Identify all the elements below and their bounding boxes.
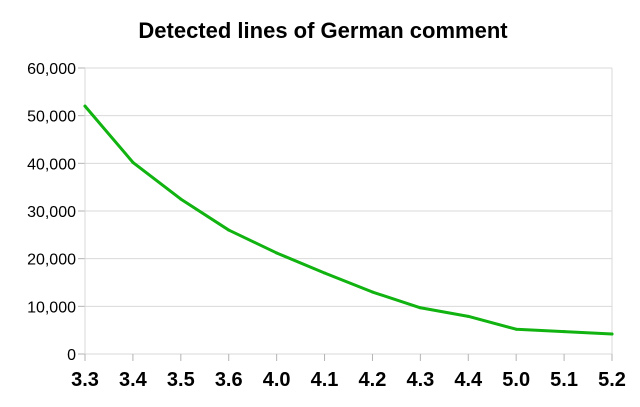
x-tick-label: 4.3 xyxy=(406,369,434,391)
data-point xyxy=(227,228,231,232)
data-point xyxy=(83,104,87,108)
x-tick-label: 5.2 xyxy=(598,369,626,391)
x-tick-label: 4.1 xyxy=(311,369,339,391)
data-point xyxy=(466,314,470,318)
x-tick-label: 3.5 xyxy=(167,369,195,391)
y-tick-label: 20,000 xyxy=(27,252,76,269)
chart-title: Detected lines of German comment xyxy=(138,18,508,43)
x-tick-label: 4.2 xyxy=(359,369,387,391)
y-tick-label: 50,000 xyxy=(27,109,76,126)
data-point xyxy=(514,327,518,331)
data-point xyxy=(562,330,566,334)
series-line xyxy=(83,104,614,336)
x-tick-label: 3.3 xyxy=(71,369,99,391)
x-tick-label: 3.4 xyxy=(119,369,148,391)
y-tick-label: 60,000 xyxy=(27,61,76,78)
data-point xyxy=(610,332,614,336)
data-point xyxy=(370,290,374,294)
data-point xyxy=(323,271,327,275)
data-point xyxy=(179,197,183,201)
data-point xyxy=(418,306,422,310)
series-layer xyxy=(83,104,614,336)
x-tick-label: 5.1 xyxy=(550,369,578,391)
x-tick-label: 5.0 xyxy=(502,369,530,391)
data-point xyxy=(131,160,135,164)
y-axis-tick-labels: 0 10,000 20,000 30,000 40,000 50,000 60,000 xyxy=(27,61,76,364)
x-tick-label: 4.4 xyxy=(454,369,483,391)
y-tick-label: 0 xyxy=(67,347,76,364)
x-axis-tick-labels: 3.3 3.4 3.5 3.6 4.0 4.1 4.2 4.3 4.4 5.0 5.1 5.2 xyxy=(71,369,626,391)
gridlines xyxy=(78,67,613,361)
y-tick-label: 40,000 xyxy=(27,156,76,173)
y-tick-label: 30,000 xyxy=(27,204,76,221)
x-tick-label: 4.0 xyxy=(263,369,291,391)
data-point xyxy=(275,251,279,255)
y-tick-label: 10,000 xyxy=(27,299,76,316)
x-tick-label: 3.6 xyxy=(215,369,243,391)
